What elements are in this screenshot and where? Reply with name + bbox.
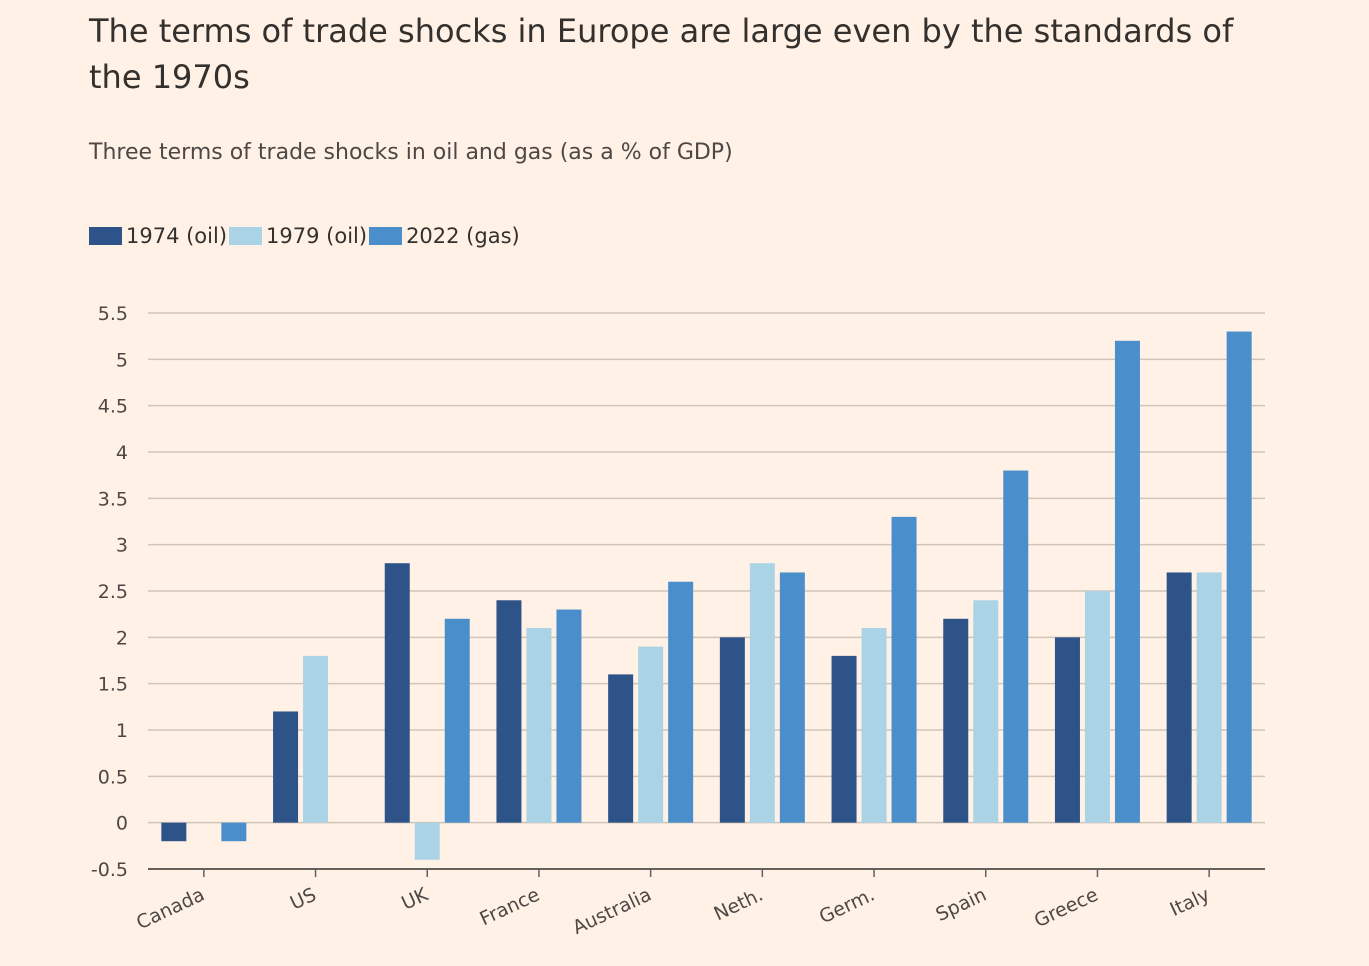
bar-1974-oil-greece xyxy=(1054,637,1080,823)
bar-2022-gas-neth xyxy=(779,572,805,823)
y-tick-label: 5 xyxy=(116,349,128,371)
x-category-label: Canada xyxy=(133,884,208,934)
y-tick-label: 5.5 xyxy=(98,303,128,325)
y-tick-label: 1.5 xyxy=(98,674,128,696)
legend-item-1974: 1974 (oil) xyxy=(89,224,227,248)
bar-1979-oil-uk xyxy=(414,822,440,860)
bar-1979-oil-italy xyxy=(1196,572,1222,823)
bar-1974-oil-france xyxy=(496,600,522,823)
bar-1974-oil-uk xyxy=(384,563,410,823)
bar-1979-oil-australia xyxy=(638,646,664,823)
y-tick-label: 3.5 xyxy=(98,488,128,510)
y-tick-label: -0.5 xyxy=(91,859,128,881)
bar-2022-gas-france xyxy=(556,609,582,823)
x-category-label: US xyxy=(287,884,320,915)
bar-1974-oil-us xyxy=(273,711,299,823)
bar-1979-oil-neth xyxy=(749,563,775,823)
legend-swatch-1974 xyxy=(89,227,122,245)
y-tick-label: 3 xyxy=(116,535,128,557)
x-category-label: Italy xyxy=(1167,884,1214,921)
bar-1974-oil-canada xyxy=(161,822,187,842)
x-category-label: Neth. xyxy=(711,884,767,926)
legend-label-2022: 2022 (gas) xyxy=(406,224,520,248)
bar-1974-oil-italy xyxy=(1166,572,1192,823)
bar-2022-gas-australia xyxy=(668,581,694,823)
x-category-label: Germ. xyxy=(816,884,878,929)
x-category-label: France xyxy=(476,884,543,931)
legend-label-1974: 1974 (oil) xyxy=(126,224,228,248)
bar-1974-oil-neth xyxy=(719,637,745,823)
legend-item-1979: 1979 (oil) xyxy=(229,224,367,248)
legend-swatch-2022 xyxy=(369,227,403,245)
x-axis: Canada US UK France Australia Neth. Germ. Spain… xyxy=(133,868,1265,939)
bar-1974-oil-spain xyxy=(943,618,969,823)
legend: 1974 (oil) 1979 (oil) 2022 (gas) xyxy=(89,224,522,248)
x-category-label: Spain xyxy=(932,884,989,926)
x-category-label: Australia xyxy=(569,884,654,939)
bars xyxy=(161,331,1252,860)
legend-item-2022: 2022 (gas) xyxy=(369,224,520,248)
y-tick-label: 0.5 xyxy=(98,766,128,788)
bar-1979-oil-france xyxy=(526,628,552,823)
bar-2022-gas-germ xyxy=(891,516,917,823)
bar-1974-oil-australia xyxy=(608,674,634,823)
chart-title: The terms of trade shocks in Europe are … xyxy=(89,12,1234,96)
y-tick-label: 4.5 xyxy=(98,396,128,418)
y-tick-label: 2.5 xyxy=(98,581,128,603)
bar-2022-gas-greece xyxy=(1114,340,1140,823)
x-category-label: UK xyxy=(398,883,432,914)
bar-2022-gas-italy xyxy=(1226,331,1252,823)
bar-1979-oil-spain xyxy=(973,600,999,823)
bar-2022-gas-uk xyxy=(444,618,470,823)
bar-1979-oil-greece xyxy=(1084,591,1110,823)
y-tick-label: 4 xyxy=(116,442,128,464)
bar-1979-oil-germ xyxy=(861,628,887,823)
y-tick-label: 1 xyxy=(116,720,128,742)
y-tick-label: 2 xyxy=(116,627,128,649)
y-axis-ticks: -0.5 0 0.5 1 1.5 2 2.5 3 3.5 4 4.5 5 5.5 xyxy=(91,303,128,881)
chart-subtitle: Three terms of trade shocks in oil and g… xyxy=(89,140,733,165)
bar-2022-gas-canada xyxy=(221,822,247,842)
legend-label-1979: 1979 (oil) xyxy=(266,224,368,248)
y-tick-label: 0 xyxy=(116,813,128,835)
bar-1974-oil-germ xyxy=(831,655,857,823)
legend-swatch-1979 xyxy=(229,227,263,245)
x-category-label: Greece xyxy=(1031,884,1102,933)
bar-2022-gas-spain xyxy=(1003,470,1029,823)
bar-1979-oil-us xyxy=(303,655,329,823)
